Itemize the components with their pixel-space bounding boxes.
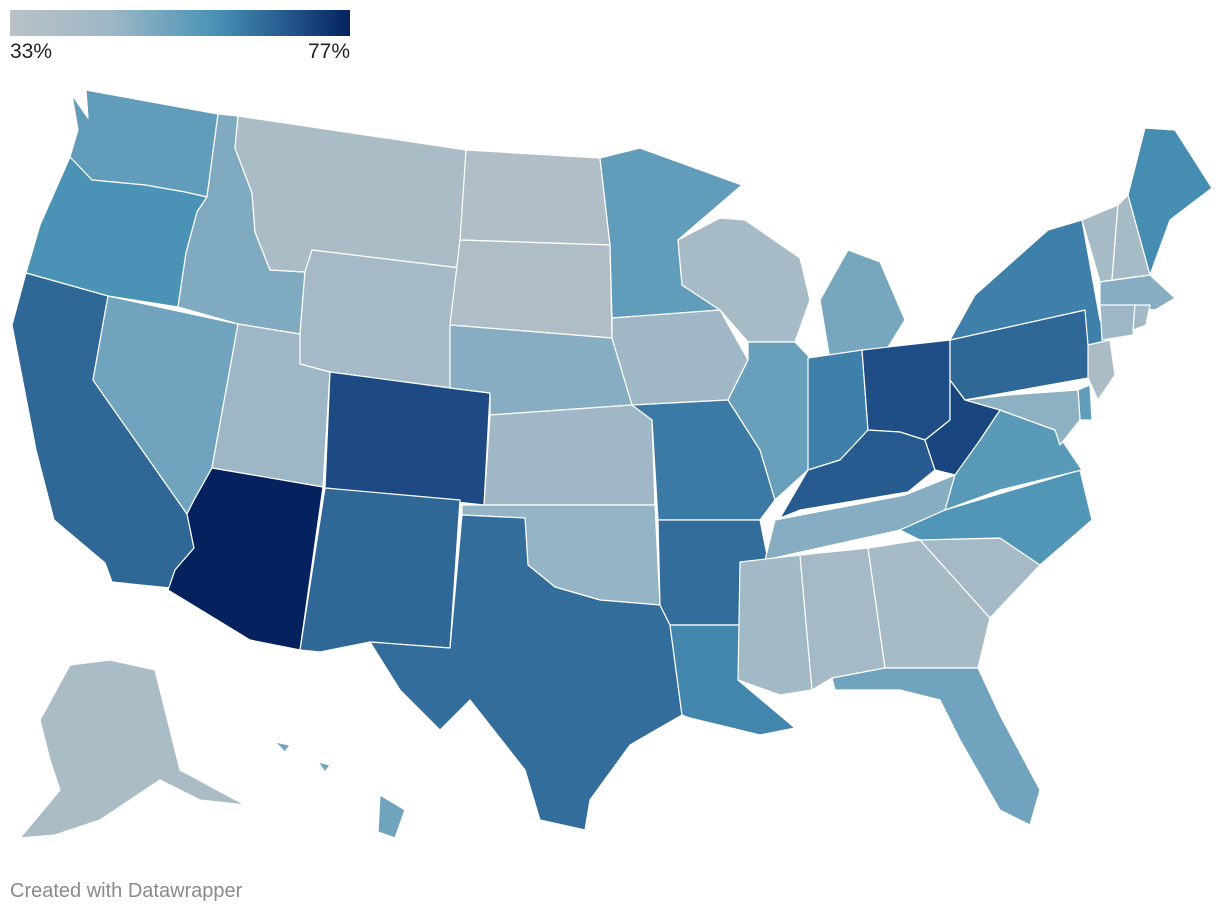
state-ks[interactable] — [483, 404, 656, 506]
state-az[interactable] — [167, 467, 324, 651]
legend-max-label: 77% — [307, 40, 350, 63]
state-nd[interactable] — [459, 149, 611, 246]
state-il[interactable] — [727, 341, 813, 501]
state-mt[interactable] — [234, 115, 467, 273]
state-ga[interactable] — [867, 539, 991, 669]
state-fl[interactable] — [831, 667, 1041, 826]
state-nc[interactable] — [899, 469, 1093, 566]
state-co[interactable] — [324, 371, 491, 506]
state-nj[interactable] — [1087, 339, 1116, 401]
state-ri[interactable] — [1132, 304, 1151, 331]
state-wi[interactable] — [677, 217, 811, 343]
state-ma[interactable] — [1099, 274, 1176, 311]
state-ak[interactable] — [19, 659, 246, 839]
state-ms[interactable] — [737, 554, 813, 696]
legend-color-bar — [10, 10, 350, 36]
state-ct[interactable] — [1099, 304, 1136, 341]
state-tx[interactable] — [369, 514, 683, 831]
datawrapper-credit: Created with Datawrapper — [10, 880, 243, 902]
legend-min-label: 33% — [10, 40, 53, 63]
state-hi[interactable] — [274, 741, 406, 839]
state-nm[interactable] — [299, 487, 461, 653]
state-wy[interactable] — [299, 249, 461, 389]
state-mi[interactable] — [819, 249, 906, 361]
state-md[interactable] — [964, 389, 1081, 446]
state-ia[interactable] — [611, 309, 749, 406]
state-sd[interactable] — [449, 239, 613, 339]
state-oh[interactable] — [861, 339, 951, 441]
